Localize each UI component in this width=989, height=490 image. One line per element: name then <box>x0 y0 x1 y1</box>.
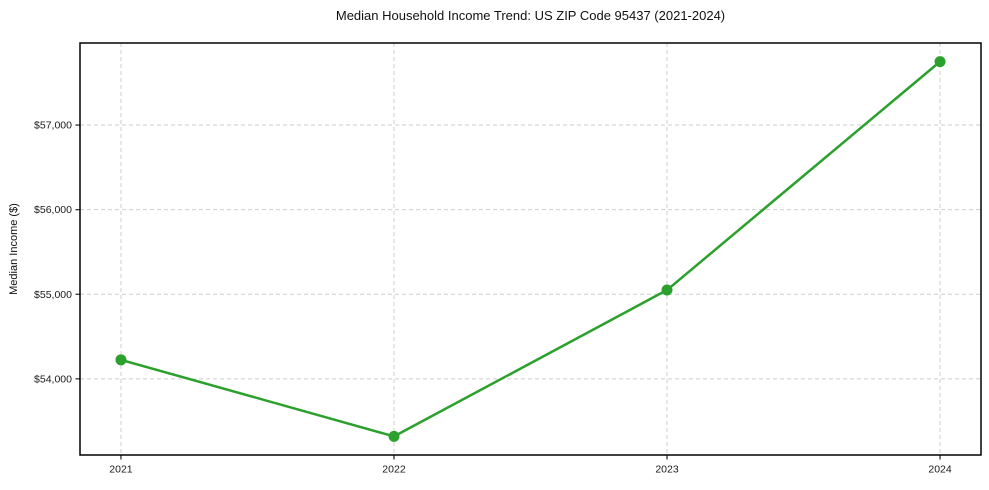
x-tick-label: 2023 <box>655 464 679 476</box>
x-tick-label: 2024 <box>928 464 952 476</box>
y-tick-label: $55,000 <box>34 289 72 301</box>
income-trend-line <box>119 60 942 438</box>
chart-title: Median Household Income Trend: US ZIP Co… <box>335 8 726 23</box>
data-point <box>388 430 400 442</box>
data-point <box>115 354 127 366</box>
y-tick-label: $56,000 <box>34 204 72 216</box>
y-axis-label: Median Income ($) <box>8 203 20 295</box>
data-point <box>934 56 946 68</box>
y-tick-label: $54,000 <box>34 373 72 385</box>
data-point <box>661 284 673 296</box>
plot-area: 2021 2022 2023 2024 $54,000 $55,000 $56,000 $57… <box>34 42 982 476</box>
y-tick-label: $57,000 <box>34 120 72 132</box>
plot-border <box>79 42 982 456</box>
x-tick-label: 2021 <box>109 464 133 476</box>
x-tick-label: 2022 <box>382 464 406 476</box>
